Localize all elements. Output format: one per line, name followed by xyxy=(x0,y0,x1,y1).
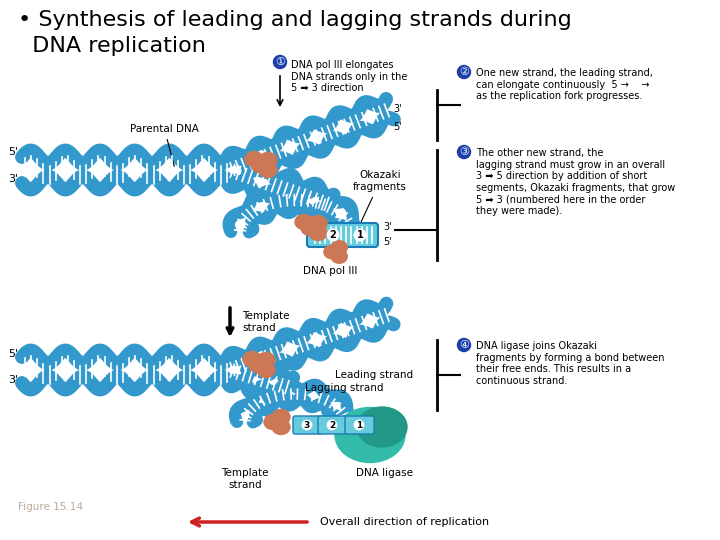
Text: DNA pol III: DNA pol III xyxy=(303,266,357,276)
Text: ③: ③ xyxy=(459,147,469,157)
Text: 3': 3' xyxy=(8,174,18,184)
Text: 3': 3' xyxy=(383,222,392,232)
Text: ②: ② xyxy=(459,67,469,77)
Text: Overall direction of replication: Overall direction of replication xyxy=(320,517,489,527)
Text: DNA pol III elongates
DNA strands only in the
5 ➡ 3 direction: DNA pol III elongates DNA strands only i… xyxy=(291,60,408,93)
Text: • Synthesis of leading and lagging strands during: • Synthesis of leading and lagging stran… xyxy=(18,10,572,30)
Ellipse shape xyxy=(249,357,267,373)
Ellipse shape xyxy=(272,420,290,435)
Ellipse shape xyxy=(257,362,275,377)
Text: DNA replication: DNA replication xyxy=(18,36,206,56)
Text: ④: ④ xyxy=(459,340,469,350)
FancyBboxPatch shape xyxy=(293,416,322,434)
Text: Parental DNA: Parental DNA xyxy=(130,124,199,166)
Text: Okazaki
fragments: Okazaki fragments xyxy=(353,171,407,231)
Text: DNA ligase joins Okazaki
fragments by forming a bond between
their free ends. Th: DNA ligase joins Okazaki fragments by fo… xyxy=(476,341,665,386)
Text: 3': 3' xyxy=(8,375,18,385)
Text: 1: 1 xyxy=(356,421,362,429)
Ellipse shape xyxy=(251,158,269,172)
Ellipse shape xyxy=(309,215,327,231)
Text: DNA ligase: DNA ligase xyxy=(356,468,413,478)
Text: 5': 5' xyxy=(8,147,18,157)
Ellipse shape xyxy=(324,245,340,259)
Text: Figure 15.14: Figure 15.14 xyxy=(18,502,83,512)
Text: Template
strand: Template strand xyxy=(242,311,289,333)
Ellipse shape xyxy=(331,241,347,254)
Text: Lagging strand: Lagging strand xyxy=(305,383,384,393)
Ellipse shape xyxy=(259,152,277,167)
FancyBboxPatch shape xyxy=(318,416,347,434)
Text: Leading strand: Leading strand xyxy=(335,370,413,380)
Text: 1: 1 xyxy=(356,230,364,240)
Ellipse shape xyxy=(357,407,407,447)
FancyBboxPatch shape xyxy=(345,416,374,434)
Ellipse shape xyxy=(264,415,282,429)
Ellipse shape xyxy=(272,409,290,424)
FancyBboxPatch shape xyxy=(307,223,378,247)
Text: 3: 3 xyxy=(304,421,310,429)
Ellipse shape xyxy=(301,220,319,235)
Ellipse shape xyxy=(295,214,313,230)
Text: 3': 3' xyxy=(393,104,402,114)
Text: 5': 5' xyxy=(393,122,402,132)
Text: One new strand, the leading strand,
can elongate continuously  5 →    →
as the r: One new strand, the leading strand, can … xyxy=(476,68,653,101)
Ellipse shape xyxy=(309,226,327,240)
Text: The other new strand, the
lagging strand must grow in an overall
3 ➡ 5 direction: The other new strand, the lagging strand… xyxy=(476,148,675,216)
Ellipse shape xyxy=(245,152,263,166)
Ellipse shape xyxy=(331,249,347,263)
Text: 5': 5' xyxy=(383,237,392,247)
Text: Template
strand: Template strand xyxy=(221,468,269,490)
Text: ①: ① xyxy=(275,57,285,67)
Ellipse shape xyxy=(257,353,275,368)
Text: 2: 2 xyxy=(330,230,336,240)
Ellipse shape xyxy=(335,408,405,462)
Ellipse shape xyxy=(259,163,277,178)
Ellipse shape xyxy=(243,352,261,367)
Text: 2: 2 xyxy=(329,421,335,429)
Text: 5': 5' xyxy=(8,349,18,359)
